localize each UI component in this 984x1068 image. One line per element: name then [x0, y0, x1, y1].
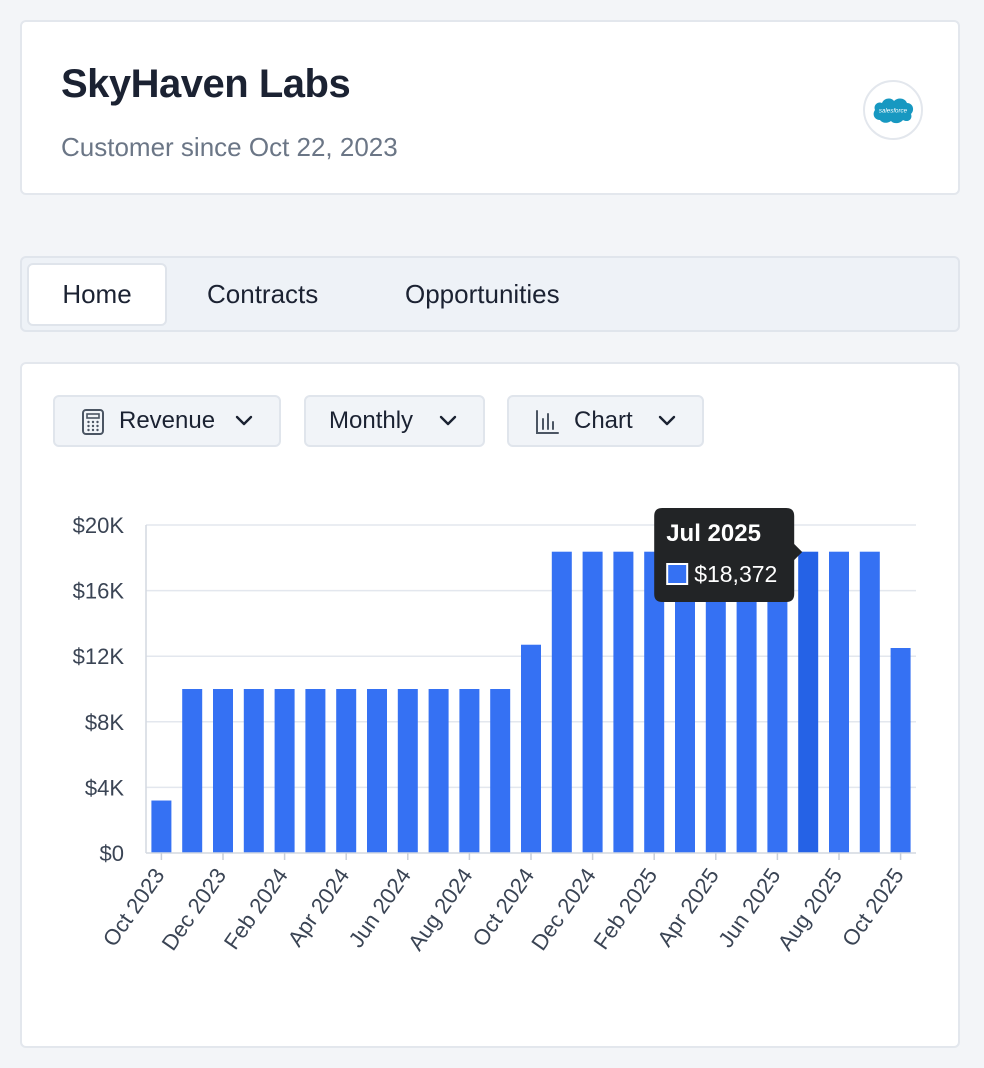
customer-since-text: Customer since Oct 22, 2023: [61, 132, 398, 162]
bar-sep-2025[interactable]: [859, 551, 880, 853]
period-dropdown[interactable]: Monthly: [304, 395, 485, 447]
chevron-down-icon: [235, 415, 253, 426]
chevron-down-icon: [658, 415, 676, 426]
bar-feb-2025[interactable]: [644, 551, 665, 853]
revenue-chart-card: Revenue Monthly Chart $0 $4K $8K $12K $16K $2…: [20, 362, 960, 1048]
bar-apr-2024[interactable]: [336, 689, 357, 853]
bar-may-2024[interactable]: [367, 689, 387, 853]
tab-home[interactable]: Home: [27, 263, 167, 326]
bar-aug-2024[interactable]: [459, 689, 480, 853]
bar-jun-2024[interactable]: [397, 689, 418, 853]
salesforce-cloud-icon: salesforce: [873, 98, 914, 124]
bar-jun-2025[interactable]: [767, 551, 788, 853]
bar-sep-2024[interactable]: [490, 689, 511, 853]
tooltip-value: $18,372: [694, 561, 777, 587]
bar-dec-2024[interactable]: [582, 551, 603, 853]
y-tick-label: $16K: [73, 579, 125, 604]
bar-mar-2024[interactable]: [305, 689, 326, 853]
bar-may-2025[interactable]: [736, 551, 757, 853]
y-tick-label: $12K: [73, 644, 125, 669]
bar-jan-2024[interactable]: [243, 689, 264, 853]
bar-oct-2023[interactable]: [151, 800, 172, 853]
tab-opportunities[interactable]: Opportunities: [405, 279, 560, 309]
bar-mar-2025[interactable]: [675, 551, 695, 853]
bar-oct-2024[interactable]: [521, 644, 541, 853]
chart-tooltip: Jul 2025 $18,372: [654, 508, 803, 602]
y-tick-label: $8K: [85, 710, 124, 735]
tooltip-series-swatch: [666, 563, 689, 585]
bar-feb-2024[interactable]: [274, 689, 295, 853]
calculator-icon: [82, 409, 104, 435]
bar-nov-2023[interactable]: [182, 689, 203, 853]
account-header-card: SkyHaven Labs Customer since Oct 22, 202…: [20, 20, 960, 195]
company-name: SkyHaven Labs: [61, 62, 351, 106]
period-dropdown-label: Monthly: [329, 407, 414, 434]
y-tick-label: $0: [100, 841, 124, 866]
y-tick-label: $20K: [73, 513, 125, 538]
metric-dropdown[interactable]: Revenue: [53, 395, 281, 447]
bar-jul-2025[interactable]: [798, 551, 819, 853]
view-dropdown[interactable]: Chart: [507, 395, 704, 447]
tab-bar: Home Contracts Opportunities: [20, 256, 960, 332]
x-tick-label: Oct 2025: [837, 864, 909, 951]
bar-nov-2024[interactable]: [551, 551, 572, 853]
bar-dec-2023[interactable]: [213, 689, 233, 853]
bar-apr-2025[interactable]: [705, 551, 726, 853]
metric-dropdown-label: Revenue: [119, 407, 216, 434]
y-tick-label: $4K: [85, 775, 124, 800]
chevron-down-icon: [439, 415, 457, 426]
tab-contracts[interactable]: Contracts: [207, 279, 319, 309]
salesforce-logo[interactable]: salesforce: [863, 80, 923, 140]
view-dropdown-label: Chart: [574, 407, 633, 434]
bar-jan-2025[interactable]: [613, 551, 634, 853]
tooltip-title: Jul 2025: [666, 520, 761, 547]
bar-chart-icon: [536, 410, 559, 434]
bar-aug-2025[interactable]: [829, 551, 849, 853]
bar-jul-2024[interactable]: [428, 689, 449, 853]
salesforce-logo-text: salesforce: [879, 108, 908, 115]
bar-oct-2025[interactable]: [890, 648, 911, 853]
